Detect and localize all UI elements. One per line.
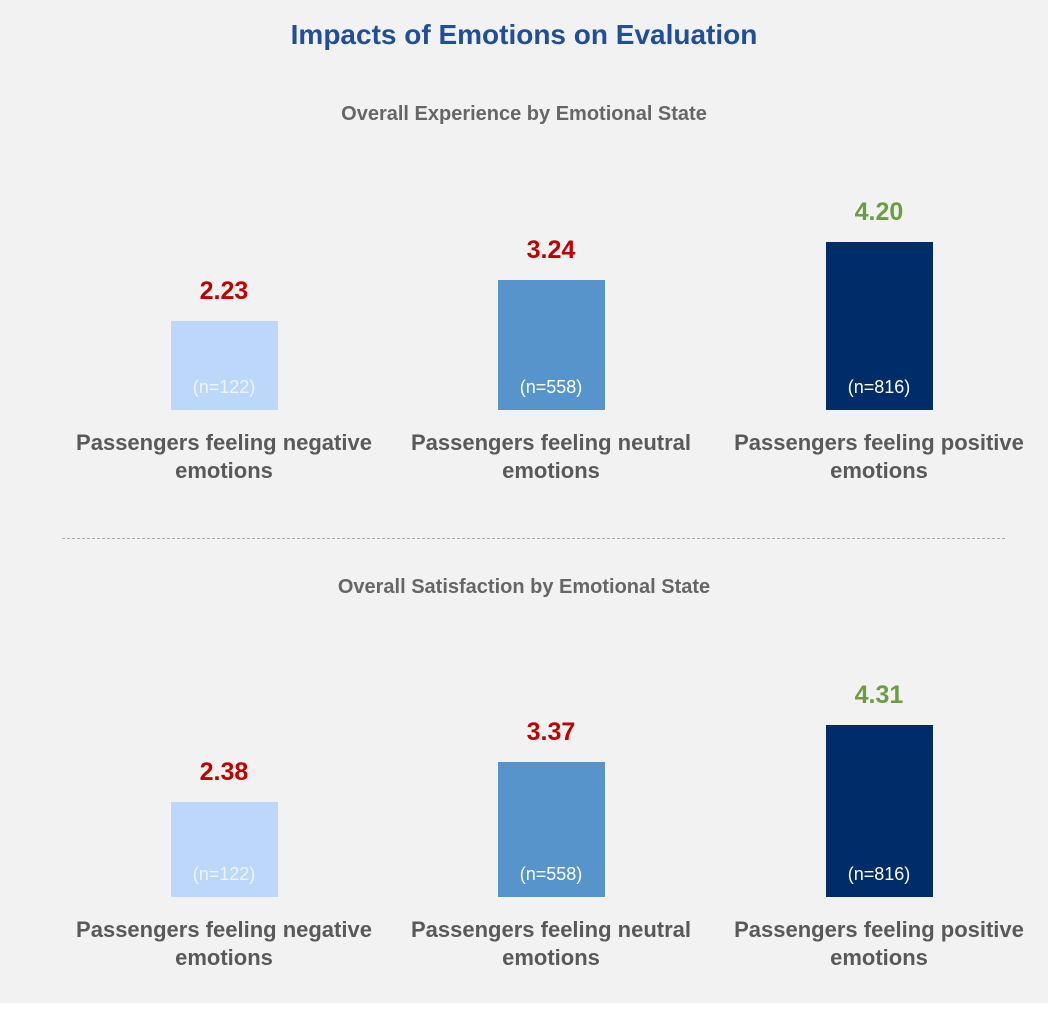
sample-size: (n=122): [192, 864, 256, 884]
sample-size: (n=816): [847, 377, 911, 397]
value-label: 2.23: [199, 276, 249, 305]
bar: [825, 242, 933, 410]
sample-size: (n=816): [847, 864, 911, 884]
value-label: 4.31: [854, 680, 904, 709]
bar: [497, 762, 605, 897]
value-label: 2.38: [199, 757, 249, 786]
category-label: Passengers feeling positive emotions: [734, 917, 1024, 970]
bar: [170, 801, 278, 897]
sample-size: (n=122): [192, 377, 256, 397]
bar: [825, 724, 933, 897]
category-label: Passengers feeling negative emotions: [76, 917, 372, 970]
value-label: 3.24: [526, 236, 576, 265]
category-label: Passengers feeling neutral emotions: [411, 917, 691, 970]
category-label: Passengers feeling neutral emotions: [411, 430, 691, 483]
value-label: 3.37: [526, 718, 576, 747]
sample-size: (n=558): [519, 864, 583, 884]
panel: Impacts of Emotions on Evaluation Overal…: [0, 0, 1048, 1003]
chart-title: Overall Satisfaction by Emotional State: [337, 576, 711, 598]
sample-size: (n=558): [519, 377, 583, 397]
value-label: 4.20: [854, 198, 904, 226]
divider: [62, 538, 1005, 539]
bar: [497, 280, 605, 410]
bar: [170, 320, 278, 410]
category-label: Passengers feeling positive emotions: [734, 430, 1024, 483]
chart-title: Overall Experience by Emotional State: [341, 103, 707, 125]
category-label: Passengers feeling negative emotions: [76, 430, 372, 483]
page-title: Impacts of Emotions on Evaluation: [290, 19, 758, 50]
